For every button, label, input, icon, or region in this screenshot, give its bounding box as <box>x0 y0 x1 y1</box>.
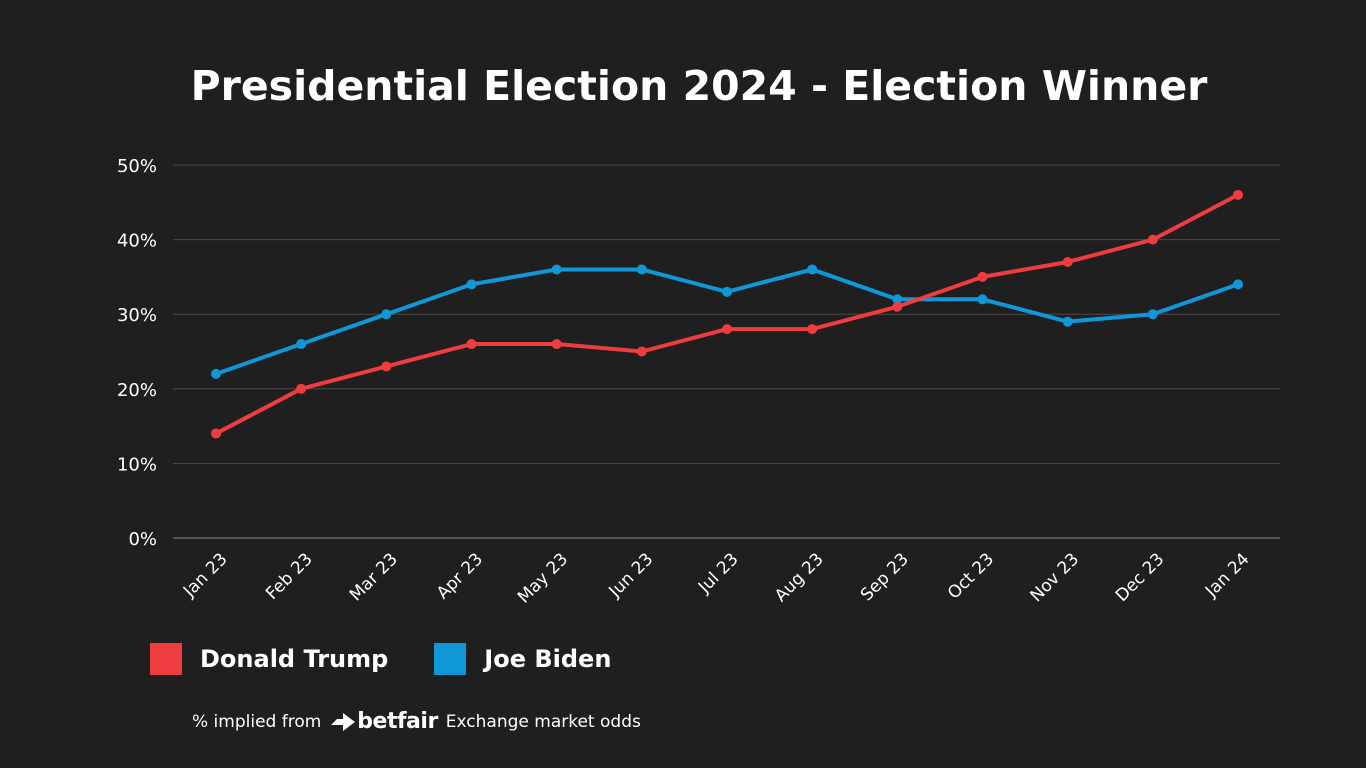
x-tick-label: Mar 23 <box>346 549 402 605</box>
x-tick-label: Sep 23 <box>857 549 913 605</box>
x-tick-label: Apr 23 <box>433 549 487 603</box>
data-point-donald-trump[interactable] <box>636 346 647 357</box>
data-point-joe-biden[interactable] <box>296 339 307 350</box>
y-tick-label: 50% <box>117 156 157 177</box>
y-tick-label: 20% <box>117 380 157 401</box>
data-point-joe-biden[interactable] <box>1062 316 1073 327</box>
legend-swatch-trump <box>150 643 182 675</box>
data-point-joe-biden[interactable] <box>722 286 732 297</box>
data-point-donald-trump[interactable] <box>551 339 562 350</box>
legend-item-trump[interactable]: Donald Trump <box>150 643 388 675</box>
y-axis-ticks: 0% 10% 20% 30% 40% 50% <box>117 156 157 550</box>
footnote: % implied from betfair Exchange market o… <box>192 709 641 734</box>
legend-label-biden: Joe Biden <box>484 645 612 673</box>
grid-lines <box>173 164 1280 539</box>
betfair-wordmark: betfair <box>357 709 438 734</box>
x-tick-label: Jan 24 <box>1201 549 1254 602</box>
data-point-joe-biden[interactable] <box>1233 279 1243 290</box>
x-tick-label: Feb 23 <box>262 549 317 604</box>
legend-label-trump: Donald Trump <box>200 645 389 673</box>
x-tick-label: Oct 23 <box>944 549 998 603</box>
data-point-donald-trump[interactable] <box>1147 234 1158 245</box>
data-point-donald-trump[interactable] <box>807 324 818 335</box>
legend: Donald Trump Joe Biden <box>150 643 657 675</box>
y-tick-label: 30% <box>117 305 157 326</box>
footnote-prefix: % implied from <box>192 711 322 732</box>
data-point-donald-trump[interactable] <box>381 361 392 372</box>
y-tick-label: 10% <box>117 454 157 475</box>
x-axis-ticks: Jan 23 Feb 23 Mar 23 Apr 23 May 23 Jun 23 Jul … <box>179 549 1254 607</box>
betfair-arrow-icon <box>331 712 356 731</box>
data-point-donald-trump[interactable] <box>722 324 732 335</box>
legend-item-biden[interactable]: Joe Biden <box>434 643 611 675</box>
data-point-joe-biden[interactable] <box>807 264 818 275</box>
data-point-joe-biden[interactable] <box>211 368 221 379</box>
data-point-joe-biden[interactable] <box>1147 309 1158 320</box>
data-point-donald-trump[interactable] <box>1233 189 1243 200</box>
data-point-donald-trump[interactable] <box>211 428 221 439</box>
data-point-joe-biden[interactable] <box>551 264 562 275</box>
x-tick-label: Jan 23 <box>179 549 232 602</box>
data-point-joe-biden[interactable] <box>636 264 647 275</box>
x-tick-label: Nov 23 <box>1026 549 1083 606</box>
data-point-donald-trump[interactable] <box>977 271 988 282</box>
series-lines <box>211 189 1243 439</box>
data-point-donald-trump[interactable] <box>1062 256 1073 267</box>
data-point-joe-biden[interactable] <box>977 294 988 305</box>
footnote-suffix: Exchange market odds <box>445 711 641 732</box>
y-tick-label: 40% <box>117 231 157 252</box>
series-line-joe-biden <box>214 267 1240 376</box>
y-tick-label: 0% <box>128 529 157 550</box>
chart-title: Presidential Election 2024 - Election Wi… <box>190 62 1208 110</box>
betfair-logo: betfair <box>331 709 438 734</box>
data-point-joe-biden[interactable] <box>466 279 477 290</box>
data-point-donald-trump[interactable] <box>466 339 477 350</box>
data-point-donald-trump[interactable] <box>892 301 903 312</box>
x-tick-label: Jul 23 <box>694 549 742 597</box>
x-tick-label: Dec 23 <box>1112 549 1169 606</box>
x-tick-label: Aug 23 <box>771 549 828 606</box>
data-point-joe-biden[interactable] <box>381 309 392 320</box>
x-tick-label: May 23 <box>514 549 572 607</box>
data-point-donald-trump[interactable] <box>296 383 307 394</box>
x-tick-label: Jun 23 <box>605 549 658 602</box>
legend-swatch-biden <box>434 643 467 675</box>
data-point-joe-biden[interactable] <box>892 294 903 305</box>
